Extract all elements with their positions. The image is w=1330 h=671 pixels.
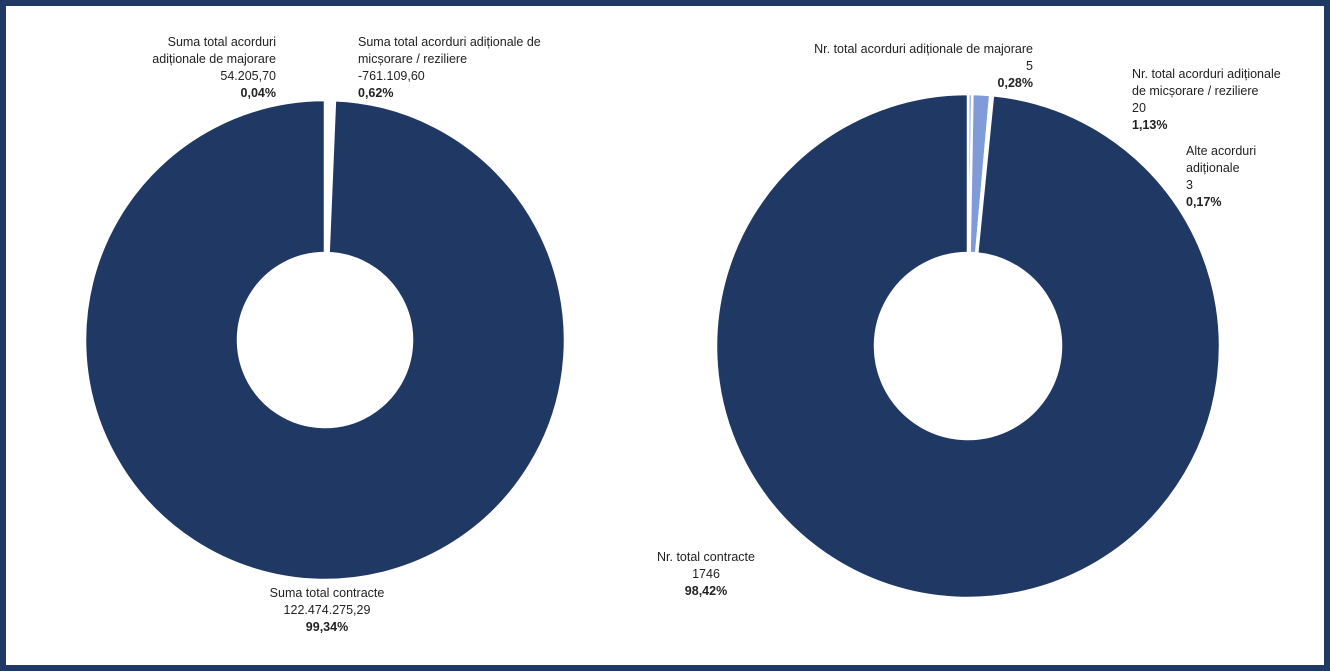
- chart-frame: Suma total acorduri adiționale de majorar…: [6, 6, 1324, 665]
- data-label-name: micșorare / reziliere: [358, 52, 467, 66]
- data-label-percent: 1,13%: [1132, 118, 1167, 132]
- data-label-value: 1746: [692, 567, 720, 581]
- data-label-name: Suma total acorduri adiționale de: [358, 35, 541, 49]
- data-label-percent: 0,62%: [358, 86, 393, 100]
- data-label-value: 122.474.275,29: [284, 603, 371, 617]
- data-label-value: 3: [1186, 178, 1193, 192]
- data-label-name: Alte acorduri: [1186, 144, 1256, 158]
- data-label-percent: 0,17%: [1186, 195, 1221, 209]
- donut-chart-counts: Nr. total acorduri adiționale de majorar…: [657, 42, 1281, 600]
- data-label-name: adiționale de majorare: [152, 52, 276, 66]
- data-label-name: Nr. total acorduri adiționale: [1132, 67, 1281, 81]
- data-label-name: Nr. total acorduri adiționale de majorar…: [814, 42, 1033, 56]
- data-label-name: Suma total acorduri: [168, 35, 276, 49]
- data-label-name: adiționale: [1186, 161, 1240, 175]
- slice-suma-total-contracte: [83, 98, 567, 582]
- data-label-value: 54.205,70: [220, 69, 276, 83]
- data-label-name: Suma total contracte: [270, 586, 385, 600]
- donut-chart-sums: Suma total acorduri adiționale de majorar…: [83, 35, 567, 634]
- data-label-name: de micșorare / reziliere: [1132, 84, 1258, 98]
- data-label-name: Nr. total contracte: [657, 550, 755, 564]
- slice-nr-total-contracte: [714, 92, 1222, 600]
- data-label-value: 20: [1132, 101, 1146, 115]
- charts-canvas: Suma total acorduri adiționale de majorar…: [83, 35, 1281, 634]
- data-label-percent: 0,04%: [241, 86, 276, 100]
- data-label-percent: 99,34%: [306, 620, 348, 634]
- data-label-value: -761.109,60: [358, 69, 425, 83]
- data-label-value: 5: [1026, 59, 1033, 73]
- data-label-percent: 98,42%: [685, 584, 727, 598]
- data-label-percent: 0,28%: [998, 76, 1033, 90]
